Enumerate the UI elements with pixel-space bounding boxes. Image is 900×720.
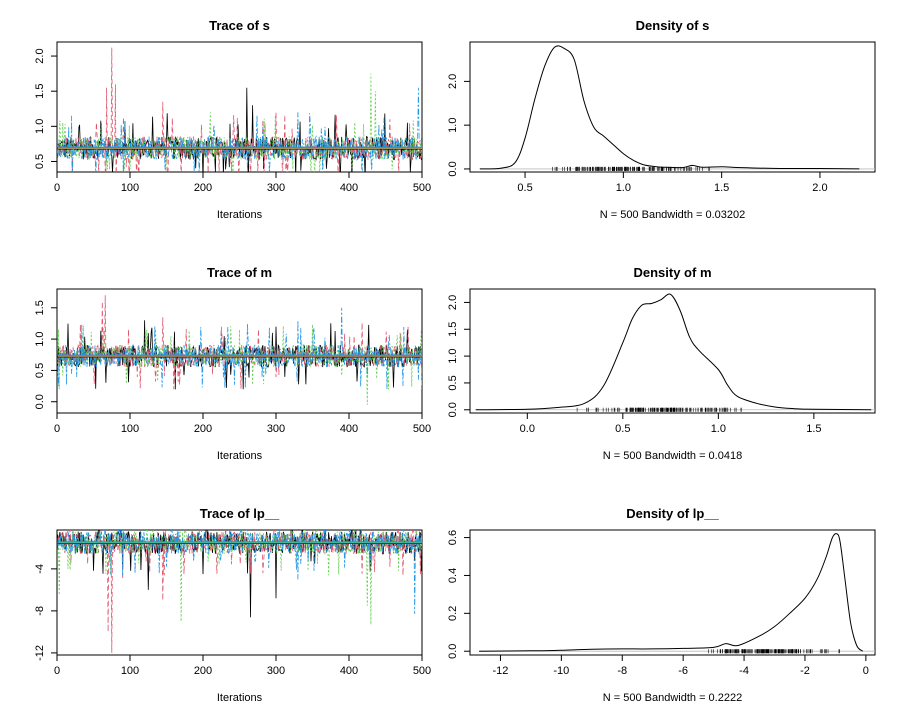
panel-3-xtick-label: 100 bbox=[121, 423, 139, 435]
panel-4-density-curve bbox=[475, 293, 872, 411]
panel-2-frame bbox=[469, 41, 876, 173]
panel-5-xtick-label: 100 bbox=[121, 665, 139, 677]
panel-2-rug bbox=[552, 166, 710, 171]
panel-1-ytick-label: 1.0 bbox=[34, 119, 46, 134]
panel-1-xtick-label: 300 bbox=[267, 182, 285, 194]
panel-1-xtick-label: 400 bbox=[340, 182, 358, 194]
panel-5-xtick-label: 300 bbox=[267, 665, 285, 677]
panel-1-xtick-label: 200 bbox=[194, 182, 212, 194]
panel-6-ytick-label: 0.0 bbox=[447, 644, 459, 659]
panel-6-xtick-label: -8 bbox=[617, 665, 627, 677]
panel-3-xtick-label: 0 bbox=[54, 423, 60, 435]
panel-6: Density of lp__ -12 -10 -8 -6 -4 -2 0 0.0 0.2 0.4 0… bbox=[447, 506, 876, 704]
panel-2-ytick-label: 2.0 bbox=[447, 74, 459, 89]
panel-4-ytick-label: 0.5 bbox=[447, 375, 459, 390]
panel-2-xtick-label: 2.0 bbox=[812, 182, 827, 194]
panel-5-xlabel: Iterations bbox=[217, 692, 263, 704]
panel-3-ytick-label: 0.5 bbox=[34, 363, 46, 378]
panel-3-xtick-label: 400 bbox=[340, 423, 358, 435]
panel-2-ytick-label: 0.0 bbox=[447, 161, 459, 176]
panel-3-xtick-label: 200 bbox=[194, 423, 212, 435]
panel-6-rug bbox=[708, 649, 840, 654]
panel-6-xlabel: N = 500 Bandwidth = 0.2222 bbox=[603, 692, 742, 704]
panel-3-xtick-label: 300 bbox=[267, 423, 285, 435]
panel-4-xtick-label: 1.0 bbox=[711, 423, 726, 435]
panel-2-ytick-label: 1.0 bbox=[447, 118, 459, 133]
panel-1-chain-2 bbox=[57, 47, 422, 172]
panel-5: Trace of lp__ 0 100 200 300 400 500 -4 -8 -12 Iter… bbox=[34, 506, 431, 704]
panel-1-ytick-label: 0.5 bbox=[34, 154, 46, 169]
panel-4: Density of m 0.0 0.5 1.0 1.5 0.0 0.5 1.0 1.5 2.0 N… bbox=[447, 265, 876, 462]
panel-1-chain-4 bbox=[57, 87, 422, 172]
panel-4-ytick-label: 1.0 bbox=[447, 348, 459, 363]
panel-4-xlabel: N = 500 Bandwidth = 0.0418 bbox=[603, 450, 742, 462]
panel-6-frame bbox=[469, 529, 876, 656]
panel-2: Density of s 0.5 1.0 1.5 2.0 0.0 1.0 2.0 N = 500… bbox=[447, 18, 876, 221]
panel-6-xtick-label: -10 bbox=[553, 665, 569, 677]
panel-3-ytick-label: 1.0 bbox=[34, 331, 46, 346]
panel-1-ytick-label: 2.0 bbox=[34, 48, 46, 63]
panel-1-title: Trace of s bbox=[209, 18, 270, 33]
panel-5-frame bbox=[56, 529, 423, 656]
panel-5-chain-4 bbox=[57, 530, 422, 615]
panel-5-ytick-label: -12 bbox=[34, 645, 46, 661]
panel-5-title: Trace of lp__ bbox=[200, 506, 280, 521]
panel-3: Trace of m 0 100 200 300 400 500 0.0 0.5 1.0 1.5 It… bbox=[34, 265, 431, 462]
panel-2-xtick-label: 0.5 bbox=[517, 182, 532, 194]
panel-5-ytick-label: -4 bbox=[34, 564, 46, 574]
panel-4-xtick-label: 1.5 bbox=[806, 423, 821, 435]
panel-1-xlabel: Iterations bbox=[217, 209, 263, 221]
panel-4-rug bbox=[576, 407, 742, 412]
panel-1: Trace of s 0 100 200 300 400 500 0.5 1.0 1.5 2.0 It… bbox=[34, 18, 431, 221]
panel-4-frame bbox=[469, 288, 876, 414]
panel-6-xtick-label: -4 bbox=[739, 665, 749, 677]
panel-5-chain-3 bbox=[57, 530, 422, 625]
panel-6-xtick-label: -6 bbox=[678, 665, 688, 677]
panel-5-xtick-label: 400 bbox=[340, 665, 358, 677]
panel-5-xtick-label: 200 bbox=[194, 665, 212, 677]
panel-6-xtick-label: -2 bbox=[800, 665, 810, 677]
panel-4-ytick-label: 0.0 bbox=[447, 402, 459, 417]
panel-3-ytick-label: 1.5 bbox=[34, 300, 46, 315]
panel-2-density-curve bbox=[479, 45, 860, 170]
panel-3-ytick-label: 0.0 bbox=[34, 394, 46, 409]
panel-2-xtick-label: 1.5 bbox=[714, 182, 729, 194]
panel-6-ytick-label: 0.4 bbox=[447, 568, 459, 583]
panel-3-xlabel: Iterations bbox=[217, 450, 263, 462]
panel-6-ytick-label: 0.2 bbox=[447, 606, 459, 621]
panel-3-chain-3 bbox=[57, 324, 422, 405]
panel-2-xtick-label: 1.0 bbox=[616, 182, 631, 194]
panel-1-xtick-label: 100 bbox=[121, 182, 139, 194]
panel-4-xtick-label: 0.0 bbox=[520, 423, 535, 435]
panel-3-xtick-label: 500 bbox=[413, 423, 431, 435]
panel-6-title: Density of lp__ bbox=[626, 506, 719, 521]
panel-1-xtick-label: 500 bbox=[413, 182, 431, 194]
panel-3-chain-4 bbox=[57, 307, 422, 390]
panel-2-title: Density of s bbox=[636, 18, 710, 33]
panel-6-density-curve bbox=[479, 533, 864, 652]
panel-6-xtick-label: 0 bbox=[863, 665, 869, 677]
panel-4-ytick-label: 1.5 bbox=[447, 322, 459, 337]
panel-4-title: Density of m bbox=[633, 265, 711, 280]
panel-4-ytick-label: 2.0 bbox=[447, 295, 459, 310]
panel-5-ytick-label: -8 bbox=[34, 606, 46, 616]
panel-6-xtick-label: -12 bbox=[492, 665, 508, 677]
panel-6-ytick-label: 0.6 bbox=[447, 530, 459, 545]
panel-5-xtick-label: 500 bbox=[413, 665, 431, 677]
panel-1-xtick-label: 0 bbox=[54, 182, 60, 194]
panel-3-title: Trace of m bbox=[207, 265, 272, 280]
panel-5-xtick-label: 0 bbox=[54, 665, 60, 677]
panel-2-xlabel: N = 500 Bandwidth = 0.03202 bbox=[600, 209, 746, 221]
panel-1-frame bbox=[56, 41, 423, 173]
panel-4-xtick-label: 0.5 bbox=[615, 423, 630, 435]
panel-1-ytick-label: 1.5 bbox=[34, 84, 46, 99]
